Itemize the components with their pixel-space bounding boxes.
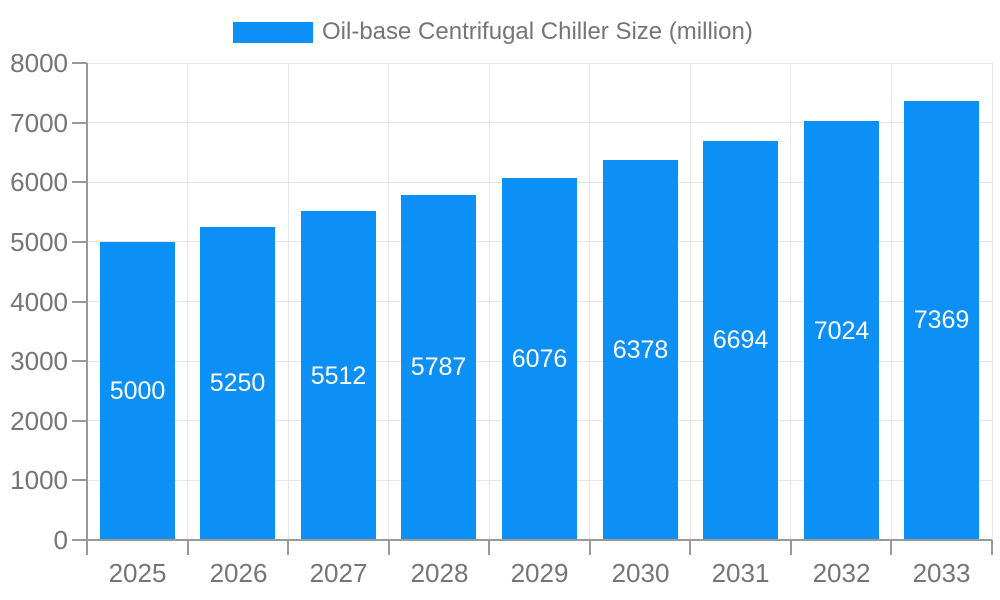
y-tick-label: 2000	[10, 406, 68, 436]
y-tick	[72, 301, 87, 303]
bar-value-label: 6378	[612, 336, 669, 364]
bar-value-label: 6694	[712, 326, 769, 354]
bar-value-label: 7024	[813, 317, 870, 345]
y-tick	[72, 62, 87, 64]
x-tick-label-2029: 2029	[510, 558, 569, 588]
legend: Oil-base Centrifugal Chiller Size (milli…	[0, 0, 1000, 55]
bar-2029	[502, 178, 577, 540]
y-tick-label: 7000	[10, 108, 68, 138]
v-gridline	[388, 63, 389, 540]
v-gridline	[690, 63, 691, 540]
bar-value-label: 6076	[511, 345, 568, 373]
bar-value-label: 5787	[410, 353, 467, 381]
y-tick-label: 3000	[10, 346, 68, 376]
v-gridline	[589, 63, 590, 540]
v-gridline	[891, 63, 892, 540]
v-gridline	[489, 63, 490, 540]
h-gridline	[87, 122, 992, 123]
y-tick	[72, 479, 87, 481]
bar-2032	[804, 121, 879, 540]
x-tick-label-2028: 2028	[410, 558, 469, 588]
bar-2026	[200, 227, 275, 540]
v-gridline	[992, 63, 993, 540]
x-tick-label-2030: 2030	[611, 558, 670, 588]
x-tick	[488, 540, 490, 555]
h-gridline	[87, 63, 992, 64]
y-tick-label: 4000	[10, 287, 68, 317]
y-axis	[86, 63, 88, 555]
y-tick	[72, 122, 87, 124]
x-tick-label-2032: 2032	[812, 558, 871, 588]
x-tick	[790, 540, 792, 555]
legend-label: Oil-base Centrifugal Chiller Size (milli…	[322, 18, 753, 45]
v-gridline	[288, 63, 289, 540]
y-tick-label: 0	[53, 525, 68, 555]
x-tick	[388, 540, 390, 555]
x-tick	[589, 540, 591, 555]
v-gridline	[790, 63, 791, 540]
y-tick	[72, 181, 87, 183]
x-tick-label-2033: 2033	[912, 558, 971, 588]
bar-2027	[301, 211, 376, 540]
x-axis	[87, 539, 992, 541]
x-tick	[187, 540, 189, 555]
legend-swatch	[233, 22, 313, 43]
x-tick	[689, 540, 691, 555]
bar-2025	[100, 242, 175, 540]
bar-2028	[401, 195, 476, 540]
bar-value-label: 5000	[109, 377, 166, 405]
y-tick-label: 8000	[10, 48, 68, 78]
bar-2030	[603, 160, 678, 540]
x-tick	[991, 540, 993, 555]
x-tick	[890, 540, 892, 555]
bar-value-label: 5250	[209, 369, 266, 397]
y-tick-label: 5000	[10, 227, 68, 257]
x-tick-label-2025: 2025	[108, 558, 167, 588]
x-tick-label-2031: 2031	[711, 558, 770, 588]
bar-value-label: 5512	[310, 362, 367, 390]
y-tick-label: 1000	[10, 465, 68, 495]
y-tick	[72, 360, 87, 362]
x-tick	[287, 540, 289, 555]
x-tick-label-2027: 2027	[309, 558, 368, 588]
y-tick	[72, 241, 87, 243]
y-tick-label: 6000	[10, 167, 68, 197]
bar-2033	[904, 101, 979, 540]
bar-2031	[703, 141, 778, 540]
bar-value-label: 7369	[913, 306, 970, 334]
v-gridline	[187, 63, 188, 540]
y-tick	[72, 420, 87, 422]
x-tick-label-2026: 2026	[209, 558, 268, 588]
y-tick	[72, 539, 87, 541]
